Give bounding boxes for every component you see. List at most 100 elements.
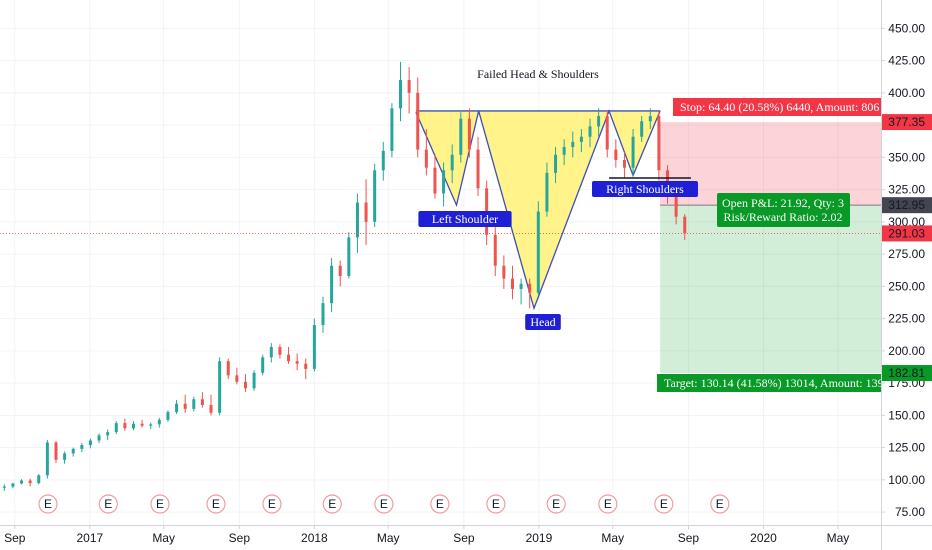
target-price-tag-box [882, 365, 932, 382]
y-tick-label: 200.00 [888, 344, 925, 358]
candle-body [442, 170, 446, 194]
x-tick-label: Sep [678, 531, 700, 545]
candle-body [657, 116, 661, 171]
candle-body [476, 149, 480, 189]
candle-body [338, 265, 342, 277]
earnings-marker-label: E [492, 497, 500, 511]
candle-body [140, 423, 144, 426]
right-shoulder-fill [609, 110, 661, 176]
earnings-marker-icon [654, 494, 674, 514]
x-tick-label: May [152, 531, 175, 545]
candle-body [510, 278, 514, 289]
candle-body [459, 118, 463, 155]
stop-box [673, 98, 881, 116]
candle-body [330, 265, 334, 304]
right-shoulder-label-box [592, 181, 698, 197]
candle-body [648, 116, 652, 122]
earnings-marker-icon [598, 494, 618, 514]
candle-body [381, 150, 385, 171]
earnings-marker-label: E [268, 497, 276, 511]
stop-price-tag: 377.35 [888, 115, 925, 129]
candle-body [373, 170, 377, 222]
candle-body [364, 202, 368, 222]
head-fill [478, 110, 610, 309]
candle-body [226, 361, 230, 376]
candle-body [614, 149, 618, 160]
earnings-marker-label: E [660, 497, 668, 511]
y-tick-label: 225.00 [888, 312, 925, 326]
y-tick-label: 450.00 [888, 21, 925, 35]
target-price-tag: 182.81 [888, 366, 925, 380]
earnings-marker-icon [546, 494, 566, 514]
x-tick-label: May [377, 531, 400, 545]
earnings-marker-label: E [716, 497, 724, 511]
x-tick-label: 2019 [526, 531, 553, 545]
candle-body [166, 412, 170, 420]
earnings-marker-icon [322, 494, 342, 514]
candle-body [502, 265, 506, 279]
y-tick-label: 425.00 [888, 54, 925, 68]
candle-body [424, 149, 428, 168]
candle-body [321, 303, 325, 326]
earnings-marker-label: E [212, 497, 220, 511]
earnings-marker-icon [374, 494, 394, 514]
candle-body [554, 154, 558, 173]
candle-body [235, 375, 239, 382]
entry-price-tag-box [882, 197, 932, 214]
x-tick-label: 2018 [301, 531, 328, 545]
candle-body [157, 419, 161, 425]
candle-body [132, 423, 136, 429]
y-tick-label: 125.00 [888, 441, 925, 455]
candle-body [63, 453, 67, 460]
earnings-marker-label: E [552, 497, 560, 511]
candle-body [528, 283, 532, 293]
annotations: Failed Head & Shoulders Left Shoulder Hea… [418, 67, 884, 392]
y-tick-label: 275.00 [888, 247, 925, 261]
earnings-marker-label: E [604, 497, 612, 511]
candle-body [114, 423, 118, 433]
candle-body [536, 211, 540, 293]
candle-body [20, 480, 24, 484]
earnings-marker-label: E [104, 497, 112, 511]
candle-body [295, 361, 299, 364]
candle-body [674, 196, 678, 217]
stop-label: Stop: 64.40 (20.58%) 6440, Amount: 806 [680, 100, 879, 114]
candle-body [450, 154, 454, 171]
earnings-marker-icon [98, 494, 118, 514]
price-lines [0, 177, 881, 234]
candle-body [399, 79, 403, 109]
candle-body [97, 435, 101, 441]
candle-body [467, 118, 471, 150]
y-tick-label: 250.00 [888, 279, 925, 293]
entry-price-tag: 312.95 [888, 198, 925, 212]
x-tick-label: May [601, 531, 624, 545]
candle-body [175, 403, 179, 413]
head-label-box [525, 314, 561, 330]
chart-title: Failed Head & Shoulders [477, 67, 599, 81]
risk-reward-label: Risk/Reward Ratio: 2.02 [724, 210, 843, 224]
candle-body [218, 361, 222, 413]
candle-body [579, 136, 583, 142]
candle-body [347, 237, 351, 277]
candle-body [261, 357, 265, 373]
earnings-marker-icon [150, 494, 170, 514]
candle-body [683, 216, 687, 234]
left-shoulder-label: Left Shoulder [432, 212, 498, 226]
candle-body [355, 202, 359, 238]
candle-body [519, 283, 523, 289]
candle-body [278, 346, 282, 355]
y-tick-label: 325.00 [888, 183, 925, 197]
target-zone [660, 205, 881, 374]
candle-body [571, 141, 575, 148]
earnings-marker-icon [38, 494, 58, 514]
candle-body [243, 381, 247, 389]
candle-body [597, 116, 601, 127]
candle-body [493, 234, 497, 266]
right-shoulder-label: Right Shoulders [606, 182, 684, 196]
candle-body [80, 445, 84, 449]
candle-body [622, 159, 626, 168]
candle-body [304, 363, 308, 369]
candle-body [106, 432, 110, 436]
